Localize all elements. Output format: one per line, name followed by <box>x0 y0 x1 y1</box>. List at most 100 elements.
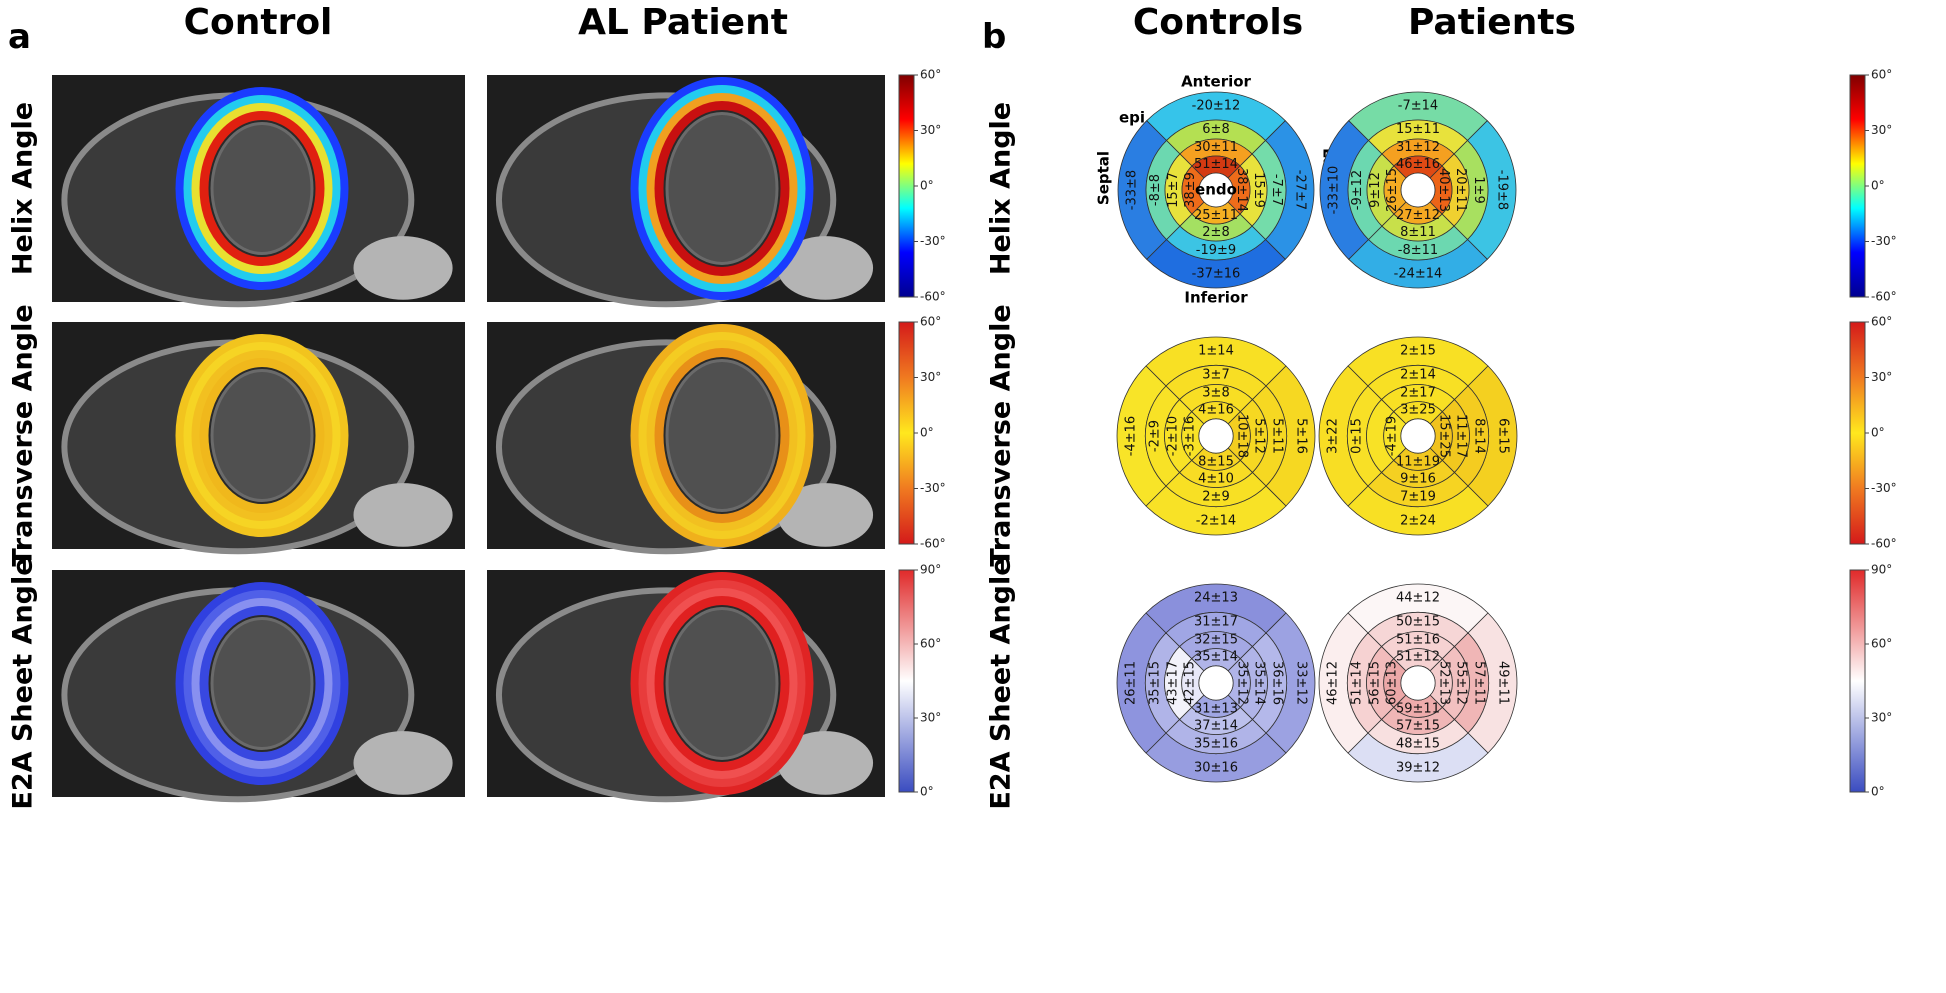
colorbar-tick-label: 90° <box>920 563 941 577</box>
segment-label: 11±19 <box>1396 454 1440 469</box>
segment-label: 32±15 <box>1194 633 1238 648</box>
segment-label: 59±11 <box>1396 701 1440 716</box>
mri-image <box>487 570 885 799</box>
segment-label: 56±15 <box>1368 661 1383 705</box>
segment-label: 46±16 <box>1396 157 1440 172</box>
segment-label: -9±12 <box>1350 170 1365 210</box>
segment-label: 49±11 <box>1495 661 1510 705</box>
segment-label: 40±13 <box>1436 168 1451 212</box>
orientation-label: Anterior <box>1181 73 1251 91</box>
colorbar-tick-label: 0° <box>920 179 934 193</box>
segment-label: 35±14 <box>1251 661 1266 705</box>
segment-label: 30±11 <box>1194 140 1238 155</box>
segment-label: -24±14 <box>1394 267 1443 282</box>
colorbar-tick-label: 0° <box>920 426 934 440</box>
segment-label: -19±9 <box>1196 243 1236 258</box>
segment-label: 2±15 <box>1400 344 1436 359</box>
segment-label: -8±8 <box>1148 174 1163 206</box>
segment-label: 2±14 <box>1400 367 1436 382</box>
bullseye: -7±14-19±8-24±14-33±1015±111±9-8±11-9±12… <box>1320 92 1516 288</box>
mri-image <box>52 570 465 799</box>
segment-label: 27±12 <box>1396 208 1440 223</box>
panel-label: a <box>8 17 31 57</box>
segment-label: 25±11 <box>1194 208 1238 223</box>
segment-label: 35±14 <box>1194 650 1238 665</box>
segment-label: 5±16 <box>1293 418 1308 454</box>
row-label: E2A Sheet Angle <box>8 557 39 809</box>
bullseye: 1±145±16-2±14-4±163±75±112±9-2±93±85±124… <box>1117 337 1315 535</box>
segment-label: 5±12 <box>1251 418 1266 454</box>
segment-label: 8±11 <box>1400 225 1436 240</box>
segment-label: 0±15 <box>1349 418 1364 454</box>
segment-label: 3±22 <box>1326 418 1341 454</box>
segment-label: 24±13 <box>1194 591 1238 606</box>
segment-label: 4±16 <box>1198 403 1234 418</box>
segment-label: 55±12 <box>1453 661 1468 705</box>
colorbar-tick-label: -60° <box>1871 290 1897 304</box>
colorbar-tick-label: -60° <box>920 537 946 551</box>
tissue <box>353 483 452 547</box>
segment-label: -20±12 <box>1192 99 1241 114</box>
colorbar-tick-label: 0° <box>1871 785 1885 799</box>
tissue <box>353 731 452 795</box>
segment-label: 43±17 <box>1166 661 1181 705</box>
colorbar-tick-label: 30° <box>920 711 941 725</box>
lumen <box>212 124 312 254</box>
segment-label: 15±11 <box>1396 122 1440 137</box>
segment-label: -2±10 <box>1166 416 1181 456</box>
segment-label: 44±12 <box>1396 591 1440 606</box>
endo-center <box>1199 666 1233 700</box>
mri-image <box>52 322 465 551</box>
column-header: AL Patient <box>578 2 788 43</box>
mri-image <box>487 75 885 304</box>
colorbar-tick-label: 30° <box>920 370 941 384</box>
mri-image <box>52 75 465 304</box>
colorbar-tick-label: 60° <box>920 68 941 82</box>
row-label: Helix Angle <box>986 102 1017 275</box>
colorbar-tick-label: 30° <box>1871 711 1892 725</box>
segment-label: -4±16 <box>1124 416 1139 456</box>
colorbar-tick-label: 30° <box>1871 370 1892 384</box>
segment-label: 3±25 <box>1400 403 1436 418</box>
segment-label: 35±16 <box>1194 737 1238 752</box>
orientation-label: epi <box>1119 109 1145 127</box>
column-header: Controls <box>1133 2 1303 43</box>
segment-label: -19±8 <box>1495 170 1510 210</box>
colorbar-tick-label: 60° <box>920 637 941 651</box>
segment-label: 2±17 <box>1400 386 1436 401</box>
segment-label: 11±17 <box>1453 414 1468 458</box>
segment-label: 60±13 <box>1385 661 1400 705</box>
lumen <box>667 114 777 264</box>
segment-label: 35±15 <box>1147 661 1162 705</box>
row-label: Transverse Angle <box>8 304 39 566</box>
segment-label: 36±16 <box>1270 661 1285 705</box>
colorbar-tick-label: 0° <box>1871 426 1885 440</box>
segment-label: -2±9 <box>1147 420 1162 452</box>
segment-label: 2±24 <box>1400 513 1436 528</box>
segment-label: 33±12 <box>1293 661 1308 705</box>
segment-label: 51±14 <box>1349 661 1364 705</box>
segment-label: 3±8 <box>1202 386 1229 401</box>
lumen <box>212 619 312 749</box>
colorbar-tick-label: -30° <box>920 234 946 248</box>
colorbar-tick-label: -30° <box>920 481 946 495</box>
endo-center <box>1401 419 1435 453</box>
colorbar-tick-label: -60° <box>920 290 946 304</box>
segment-label: 37±14 <box>1194 718 1238 733</box>
endo-center <box>1199 419 1233 453</box>
segment-label: 4±10 <box>1198 471 1234 486</box>
segment-label: 6±8 <box>1202 122 1229 137</box>
colorbar <box>899 75 914 297</box>
segment-label: 31±17 <box>1194 614 1238 629</box>
colorbar-tick-label: 60° <box>1871 315 1892 329</box>
endo-center <box>1401 666 1435 700</box>
segment-label: -4±19 <box>1385 416 1400 456</box>
segment-label: 57±11 <box>1472 661 1487 705</box>
segment-label: 50±15 <box>1396 614 1440 629</box>
colorbar <box>1850 570 1865 792</box>
lumen <box>212 371 312 501</box>
segment-label: 9±16 <box>1400 471 1436 486</box>
segment-label: -7±14 <box>1398 99 1438 114</box>
